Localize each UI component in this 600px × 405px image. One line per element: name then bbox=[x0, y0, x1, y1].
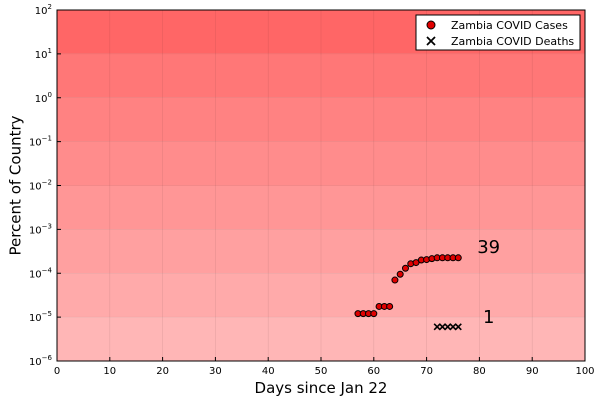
case-point bbox=[401, 264, 409, 272]
background-band bbox=[57, 97, 585, 142]
x-axis-label: Days since Jan 22 bbox=[255, 379, 388, 397]
background-band bbox=[57, 317, 585, 361]
case-point bbox=[396, 270, 404, 278]
y-tick-label: 10−6 bbox=[29, 354, 53, 368]
case-point bbox=[454, 254, 462, 262]
annotations: 39 1 bbox=[477, 237, 500, 328]
y-axis-ticks: 10−6 10−5 10−4 10−3 10−2 10−1 100 101 102 bbox=[29, 3, 61, 368]
x-tick-label: 30 bbox=[209, 366, 222, 377]
x-axis-ticks: 0 10 20 30 40 50 60 70 80 90 100 bbox=[54, 357, 595, 377]
x-tick-label: 10 bbox=[103, 366, 116, 377]
death-point bbox=[433, 323, 441, 331]
y-tick-label: 10−3 bbox=[29, 222, 52, 236]
legend-label: Zambia COVID Cases bbox=[451, 19, 568, 32]
y-axis-label: Percent of Country bbox=[7, 115, 25, 255]
death-point bbox=[444, 323, 452, 331]
legend-marker-deaths bbox=[426, 36, 436, 46]
x-tick-label: 70 bbox=[420, 366, 433, 377]
x-tick-label: 60 bbox=[367, 366, 380, 377]
legend-label: Zambia COVID Deaths bbox=[451, 35, 574, 48]
y-tick-label: 101 bbox=[35, 47, 52, 61]
annotation-label: 1 bbox=[483, 307, 494, 328]
x-tick-label: 0 bbox=[54, 366, 60, 377]
x-tick-label: 20 bbox=[156, 366, 169, 377]
case-point bbox=[370, 310, 378, 318]
background-band bbox=[57, 185, 585, 230]
legend-box bbox=[415, 14, 581, 51]
annotation-label: 39 bbox=[477, 237, 500, 258]
data-points bbox=[354, 254, 462, 331]
case-point bbox=[386, 302, 394, 310]
death-point bbox=[438, 323, 447, 331]
x-tick-label: 40 bbox=[262, 366, 275, 377]
background-bands bbox=[57, 10, 585, 361]
death-point bbox=[454, 323, 462, 331]
x-tick-label: 90 bbox=[526, 366, 539, 377]
background-band bbox=[57, 273, 585, 318]
y-tick-label: 10−2 bbox=[29, 179, 52, 193]
y-tick-label: 100 bbox=[35, 91, 52, 105]
background-band bbox=[57, 53, 585, 98]
death-point bbox=[449, 323, 457, 331]
x-tick-label: 50 bbox=[315, 366, 328, 377]
y-tick-label: 102 bbox=[35, 3, 52, 17]
y-tick-label: 10−1 bbox=[29, 135, 52, 149]
legend-marker-cases bbox=[426, 20, 436, 30]
background-band bbox=[57, 141, 585, 186]
x-tick-label: 100 bbox=[575, 366, 594, 377]
x-tick-label: 80 bbox=[473, 366, 486, 377]
y-tick-label: 10−4 bbox=[29, 266, 53, 280]
y-tick-label: 10−5 bbox=[29, 310, 52, 324]
case-point bbox=[391, 276, 399, 284]
legend: Zambia COVID Cases Zambia COVID Deaths bbox=[415, 14, 581, 51]
background-band bbox=[57, 229, 585, 274]
